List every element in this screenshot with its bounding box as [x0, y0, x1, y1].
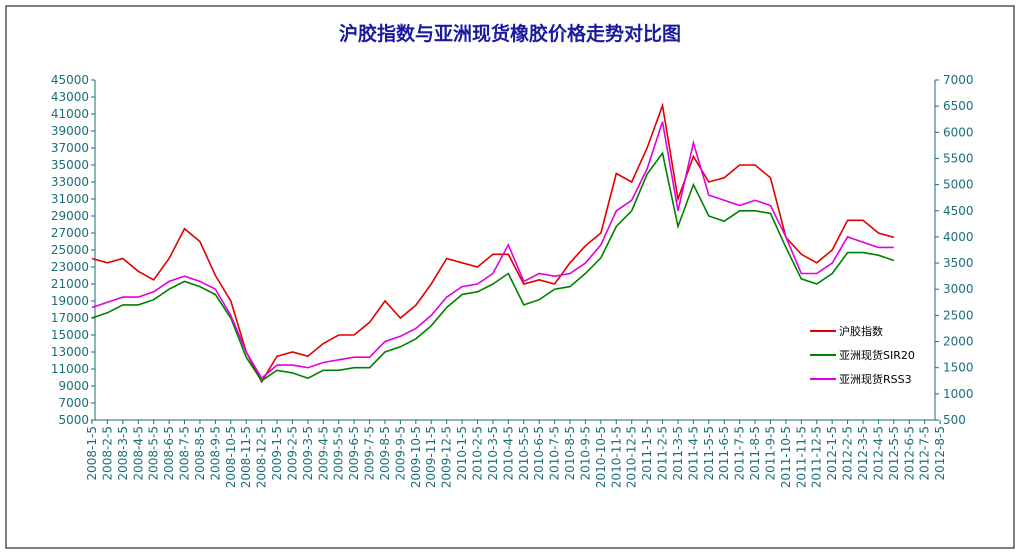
y-tick-label: 29000 — [51, 209, 89, 223]
x-tick-label: 2011-1-5 — [640, 426, 654, 480]
x-tick-label: 2008-2-5 — [100, 426, 114, 480]
y2-tick-label: 7000 — [943, 73, 974, 87]
y2-tick-label: 2500 — [943, 308, 974, 322]
x-tick-label: 2012-6-5 — [902, 426, 916, 480]
x-tick-label: 2011-10-5 — [779, 426, 793, 488]
x-tick-label: 2009-10-5 — [409, 426, 423, 488]
y-tick-label: 45000 — [51, 73, 89, 87]
y-tick-label: 13000 — [51, 345, 89, 359]
x-tick-label: 2011-7-5 — [733, 426, 747, 480]
y2-tick-label: 5500 — [943, 151, 974, 165]
y-tick-label: 37000 — [51, 141, 89, 155]
x-tick-label: 2012-5-5 — [887, 426, 901, 480]
y2-tick-label: 3000 — [943, 282, 974, 296]
x-tick-label: 2009-9-5 — [393, 426, 407, 480]
x-tick-label: 2010-10-5 — [594, 426, 608, 488]
x-tick-label: 2008-7-5 — [178, 426, 192, 480]
y-tick-label: 33000 — [51, 175, 89, 189]
x-tick-label: 2009-6-5 — [347, 426, 361, 480]
y-tick-label: 41000 — [51, 107, 89, 121]
y2-tick-label: 6500 — [943, 99, 974, 113]
x-tick-label: 2010-1-5 — [455, 426, 469, 480]
y-tick-label: 31000 — [51, 192, 89, 206]
x-tick-label: 2009-12-5 — [440, 426, 454, 488]
y-tick-label: 11000 — [51, 362, 89, 376]
x-tick-label: 2008-5-5 — [147, 426, 161, 480]
y2-tick-label: 1000 — [943, 387, 974, 401]
x-tick-label: 2012-1-5 — [825, 426, 839, 480]
x-tick-label: 2010-6-5 — [532, 426, 546, 480]
y-tick-label: 21000 — [51, 277, 89, 291]
x-tick-label: 2008-12-5 — [255, 426, 269, 488]
y-tick-label: 15000 — [51, 328, 89, 342]
x-tick-label: 2012-2-5 — [841, 426, 855, 480]
x-tick-label: 2009-2-5 — [285, 426, 299, 480]
x-tick-label: 2008-8-5 — [193, 426, 207, 480]
x-tick-label: 2010-11-5 — [609, 426, 623, 488]
y-tick-label: 23000 — [51, 260, 89, 274]
x-tick-label: 2008-3-5 — [116, 426, 130, 480]
x-tick-label: 2012-7-5 — [918, 426, 932, 480]
x-tick-label: 2011-9-5 — [763, 426, 777, 480]
x-tick-label: 2008-6-5 — [162, 426, 176, 480]
chart-title: 沪胶指数与亚洲现货橡胶价格走势对比图 — [339, 22, 681, 45]
x-tick-label: 2012-8-5 — [933, 426, 947, 480]
y2-tick-label: 2000 — [943, 335, 974, 349]
y2-tick-label: 4000 — [943, 230, 974, 244]
x-tick-label: 2010-5-5 — [517, 426, 531, 480]
x-tick-label: 2011-4-5 — [686, 426, 700, 480]
x-tick-label: 2010-3-5 — [486, 426, 500, 480]
y-tick-label: 9000 — [58, 379, 89, 393]
x-tick-label: 2009-5-5 — [332, 426, 346, 480]
x-tick-label: 2011-8-5 — [748, 426, 762, 480]
x-tick-label: 2010-9-5 — [578, 426, 592, 480]
y2-tick-label: 5000 — [943, 178, 974, 192]
y2-tick-label: 3500 — [943, 256, 974, 270]
x-tick-label: 2008-4-5 — [131, 426, 145, 480]
y-tick-label: 35000 — [51, 158, 89, 172]
y-tick-label: 27000 — [51, 226, 89, 240]
x-tick-label: 2010-4-5 — [501, 426, 515, 480]
y2-tick-label: 1500 — [943, 361, 974, 375]
x-tick-label: 2011-2-5 — [656, 426, 670, 480]
x-tick-label: 2011-6-5 — [717, 426, 731, 480]
x-tick-label: 2011-3-5 — [671, 426, 685, 480]
x-tick-label: 2012-4-5 — [871, 426, 885, 480]
x-tick-label: 2009-4-5 — [316, 426, 330, 480]
x-tick-label: 2009-8-5 — [378, 426, 392, 480]
y-tick-label: 43000 — [51, 90, 89, 104]
x-tick-label: 2009-11-5 — [424, 426, 438, 488]
x-tick-label: 2011-12-5 — [810, 426, 824, 488]
x-tick-label: 2010-12-5 — [625, 426, 639, 488]
series-line — [91, 121, 894, 380]
y2-tick-label: 500 — [943, 413, 966, 427]
series-line — [91, 102, 895, 384]
y2-tick-label: 4500 — [943, 204, 974, 218]
x-tick-label: 2010-7-5 — [548, 426, 562, 480]
x-tick-label: 2008-11-5 — [239, 426, 253, 488]
y2-tick-label: 6000 — [943, 125, 974, 139]
x-tick-label: 2012-3-5 — [856, 426, 870, 480]
x-tick-label: 2009-3-5 — [301, 426, 315, 480]
y-tick-label: 5000 — [58, 413, 89, 427]
legend-label: 亚洲现货SIR20 — [839, 348, 915, 362]
series-line — [91, 151, 895, 382]
y-tick-label: 25000 — [51, 243, 89, 257]
legend-label: 沪胶指数 — [839, 324, 883, 338]
x-tick-label: 2009-1-5 — [270, 426, 284, 480]
x-tick-label: 2008-1-5 — [85, 426, 99, 480]
x-tick-label: 2009-7-5 — [363, 426, 377, 480]
x-tick-label: 2011-11-5 — [794, 426, 808, 488]
y-tick-label: 39000 — [51, 124, 89, 138]
x-tick-label: 2011-5-5 — [702, 426, 716, 480]
x-tick-label: 2008-9-5 — [208, 426, 222, 480]
legend-label: 亚洲现货RSS3 — [839, 372, 912, 386]
y-tick-label: 7000 — [58, 396, 89, 410]
y-tick-label: 19000 — [51, 294, 89, 308]
y-tick-label: 17000 — [51, 311, 89, 325]
x-tick-label: 2010-8-5 — [563, 426, 577, 480]
x-tick-label: 2008-10-5 — [224, 426, 238, 488]
x-tick-label: 2010-2-5 — [471, 426, 485, 480]
